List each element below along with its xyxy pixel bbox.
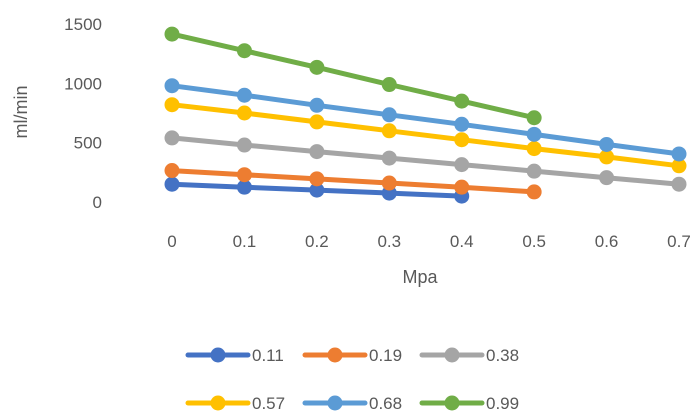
series-line	[169, 168, 537, 195]
legend-marker	[444, 395, 460, 411]
data-point	[236, 105, 252, 121]
legend-item: 0.11	[185, 346, 284, 365]
data-point	[599, 136, 615, 152]
x-tick-label: 0.4	[450, 232, 474, 251]
legend-label: 0.11	[252, 346, 284, 365]
data-point	[309, 97, 325, 113]
data-point	[236, 179, 252, 195]
data-point	[164, 130, 180, 146]
legend-item: 0.57	[185, 394, 285, 413]
data-point	[381, 77, 397, 93]
data-point	[671, 158, 687, 174]
data-point	[164, 163, 180, 179]
data-point	[236, 43, 252, 59]
data-point	[526, 163, 542, 179]
plot-area	[164, 26, 687, 204]
y-tick-label: 0	[93, 193, 102, 212]
data-point	[381, 150, 397, 166]
data-point	[309, 144, 325, 160]
data-point	[526, 126, 542, 142]
data-point	[381, 175, 397, 191]
series-line	[169, 31, 537, 121]
series-0.19	[164, 163, 542, 200]
data-point	[454, 179, 470, 195]
x-tick-label: 0.5	[522, 232, 546, 251]
legend-item: 0.68	[302, 394, 402, 413]
data-point	[309, 171, 325, 187]
y-axis-title: ml/min	[11, 86, 31, 139]
data-point	[671, 176, 687, 192]
x-tick-label: 0.3	[377, 232, 401, 251]
legend-label: 0.57	[252, 394, 285, 413]
data-point	[309, 182, 325, 198]
data-point	[671, 146, 687, 162]
data-point	[236, 137, 252, 153]
data-point	[164, 176, 180, 192]
legend-marker	[327, 395, 343, 411]
data-point	[381, 123, 397, 139]
data-point	[164, 97, 180, 113]
data-point	[309, 59, 325, 75]
x-tick-label: 0.2	[305, 232, 329, 251]
data-point	[164, 78, 180, 94]
data-point	[381, 107, 397, 123]
series-0.99	[164, 26, 542, 126]
legend-label: 0.19	[369, 346, 402, 365]
y-tick-label: 500	[74, 134, 102, 153]
legend-label: 0.38	[486, 346, 519, 365]
series-line	[169, 135, 682, 187]
legend-label: 0.68	[369, 394, 402, 413]
legend-item: 0.38	[419, 346, 519, 365]
legend-item: 0.99	[419, 394, 519, 413]
data-point	[454, 116, 470, 132]
data-point	[236, 167, 252, 183]
data-point	[164, 26, 180, 42]
x-tick-label: 0.7	[667, 232, 691, 251]
y-tick-label: 1500	[64, 15, 102, 34]
series-line	[169, 83, 682, 157]
x-axis-title: Mpa	[402, 267, 438, 287]
legend-label: 0.99	[486, 394, 519, 413]
data-point	[526, 110, 542, 126]
data-point	[526, 141, 542, 157]
x-axis-ticks: 0 0.1 0.2 0.3 0.4 0.5 0.6 0.7	[167, 232, 691, 251]
data-point	[526, 184, 542, 200]
legend-marker	[210, 347, 226, 363]
data-point	[454, 132, 470, 148]
legend-marker	[210, 395, 226, 411]
data-point	[454, 157, 470, 173]
legend-marker	[444, 347, 460, 363]
series-0.38	[164, 130, 687, 192]
data-point	[236, 87, 252, 103]
data-point	[454, 93, 470, 109]
y-tick-label: 1000	[64, 74, 102, 93]
x-tick-label: 0.1	[233, 232, 257, 251]
legend: 0.11 0.19 0.38 0.57 0.68 0.99	[185, 346, 519, 413]
series-0.57	[164, 97, 687, 174]
series-line	[169, 102, 682, 169]
data-point	[309, 114, 325, 130]
x-tick-label: 0	[167, 232, 176, 251]
legend-item: 0.19	[302, 346, 402, 365]
y-axis-ticks: 0 500 1000 1500	[64, 15, 102, 212]
data-point	[599, 170, 615, 186]
series-0.68	[164, 78, 687, 162]
data-point	[599, 149, 615, 165]
legend-marker	[327, 347, 343, 363]
x-tick-label: 0.6	[595, 232, 619, 251]
